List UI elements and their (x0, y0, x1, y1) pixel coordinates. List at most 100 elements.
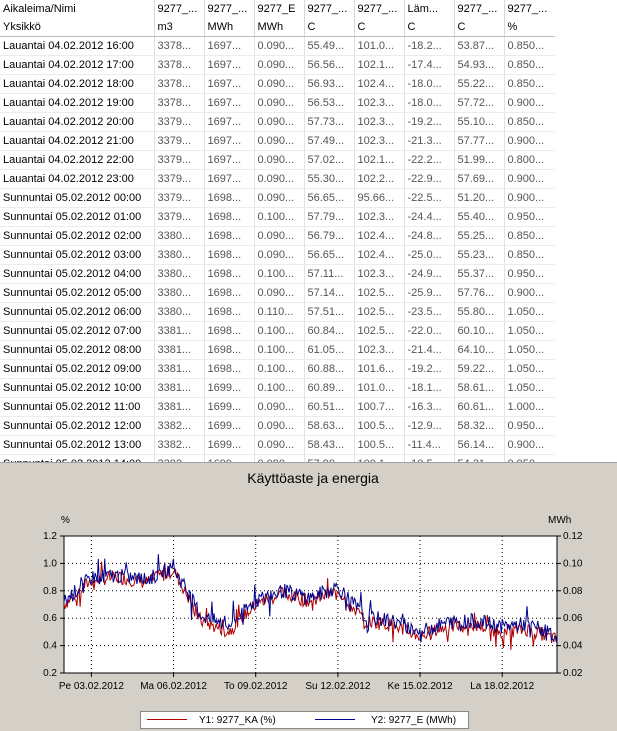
column-header-3[interactable]: 9277_E (254, 0, 305, 18)
table-row[interactable]: Sunnuntai 05.02.2012 12:00 3382... 1699...… (0, 416, 555, 436)
x-tick-label: Ma 06.02.2012 (140, 681, 207, 692)
table-row[interactable]: Lauantai 04.02.2012 17:00 3378... 1697... 0… (0, 55, 555, 75)
legend-swatch-y1 (147, 719, 187, 720)
timestamp-cell: Sunnuntai 05.02.2012 13:00 (0, 435, 155, 455)
value-cell: -23.5... (404, 302, 455, 322)
column-header-1[interactable]: 9277_... (154, 0, 205, 18)
value-cell: 0.100... (254, 378, 305, 398)
table-row[interactable]: Lauantai 04.02.2012 21:00 3379... 1697... 0… (0, 131, 555, 151)
table-row[interactable]: Sunnuntai 05.02.2012 09:00 3381... 1698...… (0, 359, 555, 379)
grid-empty-area (555, 0, 617, 462)
table-row[interactable]: Sunnuntai 05.02.2012 06:00 3380... 1698...… (0, 302, 555, 322)
value-cell: 3381... (154, 397, 205, 417)
value-cell: 57.69... (454, 169, 505, 189)
value-cell: 0.090... (254, 416, 305, 436)
value-cell: 3379... (154, 150, 205, 170)
value-cell: 1698... (204, 264, 255, 284)
table-row[interactable]: Sunnuntai 05.02.2012 04:00 3380... 1698...… (0, 264, 555, 284)
value-cell: 1697... (204, 55, 255, 75)
value-cell: 1698... (204, 207, 255, 227)
value-cell: 0.900... (504, 131, 555, 151)
x-tick-label: Su 12.02.2012 (305, 681, 370, 692)
value-cell: 1699... (204, 378, 255, 398)
column-header-name[interactable]: Aikaleima/Nimi (0, 0, 155, 18)
table-row[interactable]: Lauantai 04.02.2012 20:00 3379... 1697... 0… (0, 112, 555, 132)
value-cell: 1697... (204, 150, 255, 170)
value-cell: 56.93... (304, 74, 355, 94)
column-header-2[interactable]: 9277_... (204, 0, 255, 18)
y1-tick-label: 0.6 (43, 613, 57, 624)
table-row[interactable]: Sunnuntai 05.02.2012 01:00 3379... 1698...… (0, 207, 555, 227)
value-cell: 57.11... (304, 264, 355, 284)
table-row[interactable]: Sunnuntai 05.02.2012 10:00 3381... 1699...… (0, 378, 555, 398)
timestamp-cell: Lauantai 04.02.2012 17:00 (0, 55, 155, 75)
table-row[interactable]: Sunnuntai 05.02.2012 07:00 3381... 1698...… (0, 321, 555, 341)
column-header-7[interactable]: 9277_... (454, 0, 505, 18)
series-y1-line (63, 561, 558, 650)
value-cell: 3379... (154, 188, 205, 208)
value-cell: 0.090... (254, 454, 305, 462)
value-cell: 3381... (154, 321, 205, 341)
value-cell: -22.0... (404, 321, 455, 341)
value-cell: 101.6... (354, 359, 405, 379)
value-cell: 1697... (204, 169, 255, 189)
timestamp-cell: Sunnuntai 05.02.2012 12:00 (0, 416, 155, 436)
table-row[interactable]: Sunnuntai 05.02.2012 02:00 3380... 1698...… (0, 226, 555, 246)
timestamp-cell: Sunnuntai 05.02.2012 08:00 (0, 340, 155, 360)
table-row[interactable]: Sunnuntai 05.02.2012 00:00 3379... 1698...… (0, 188, 555, 208)
value-cell: 0.090... (254, 150, 305, 170)
table-row[interactable]: Sunnuntai 05.02.2012 14:003382...1699...… (0, 454, 555, 462)
value-cell: 3379... (154, 207, 205, 227)
value-cell: 102.3... (354, 93, 405, 113)
value-cell: 101.0... (354, 36, 405, 56)
value-cell: 3379... (154, 169, 205, 189)
value-cell: 61.05... (304, 340, 355, 360)
value-cell: 1.050... (504, 321, 555, 341)
value-cell: 55.22... (454, 74, 505, 94)
value-cell: 102.3... (354, 131, 405, 151)
column-header-4[interactable]: 9277_... (304, 0, 355, 18)
timestamp-cell: Sunnuntai 05.02.2012 04:00 (0, 264, 155, 284)
table-row[interactable]: Lauantai 04.02.2012 16:00 3378... 1697... 0… (0, 36, 555, 56)
timestamp-cell: Sunnuntai 05.02.2012 01:00 (0, 207, 155, 227)
value-cell: 56.53... (304, 93, 355, 113)
value-cell: 64.10... (454, 340, 505, 360)
y2-tick-label: 0.06 (563, 613, 583, 624)
y1-tick-label: 0.8 (43, 586, 57, 597)
value-cell: 0.090... (254, 131, 305, 151)
value-cell: 0.950... (504, 454, 555, 462)
timestamp-cell: Sunnuntai 05.02.2012 09:00 (0, 359, 155, 379)
value-cell: 53.87... (454, 36, 505, 56)
value-cell: -24.4... (404, 207, 455, 227)
table-row[interactable]: Lauantai 04.02.2012 23:00 3379... 1697... 0… (0, 169, 555, 189)
value-cell: 0.850... (504, 74, 555, 94)
table-row[interactable]: Lauantai 04.02.2012 22:00 3379... 1697... 0… (0, 150, 555, 170)
column-header-6[interactable]: Läm... (404, 0, 455, 18)
value-cell: 57.76... (454, 283, 505, 303)
table-row[interactable]: Sunnuntai 05.02.2012 03:00 3380... 1698...… (0, 245, 555, 265)
value-cell: 0.950... (504, 416, 555, 436)
value-cell: 55.80... (454, 302, 505, 322)
data-grid[interactable]: Aikaleima/Nimi 9277_... 9277_... 9277_E 9277… (0, 0, 555, 462)
value-cell: -18.0... (404, 74, 455, 94)
value-cell: 102.3... (354, 112, 405, 132)
table-row[interactable]: Sunnuntai 05.02.2012 13:00 3382... 1699...… (0, 435, 555, 455)
value-cell: 57.79... (304, 207, 355, 227)
value-cell: 59.22... (454, 359, 505, 379)
header-row-names: Aikaleima/Nimi 9277_... 9277_... 9277_E 9277… (0, 0, 555, 18)
y1-tick-label: 1.2 (43, 531, 57, 542)
value-cell: 1699... (204, 416, 255, 436)
column-header-5[interactable]: 9277_... (354, 0, 405, 18)
value-cell: -18.2... (404, 36, 455, 56)
value-cell: -16.3... (404, 397, 455, 417)
table-row[interactable]: Sunnuntai 05.02.2012 11:00 3381... 1699...… (0, 397, 555, 417)
value-cell: 3381... (154, 378, 205, 398)
table-row[interactable]: Lauantai 04.02.2012 19:00 3378... 1697... 0… (0, 93, 555, 113)
table-row[interactable]: Lauantai 04.02.2012 18:00 3378... 1697... 0… (0, 74, 555, 94)
value-cell: 0.100... (254, 264, 305, 284)
table-row[interactable]: Sunnuntai 05.02.2012 08:00 3381... 1698...… (0, 340, 555, 360)
value-cell: 55.25... (454, 226, 505, 246)
table-row[interactable]: Sunnuntai 05.02.2012 05:00 3380... 1698...… (0, 283, 555, 303)
column-header-8[interactable]: 9277_... (504, 0, 555, 18)
unit-header-1: m3 (154, 18, 205, 37)
